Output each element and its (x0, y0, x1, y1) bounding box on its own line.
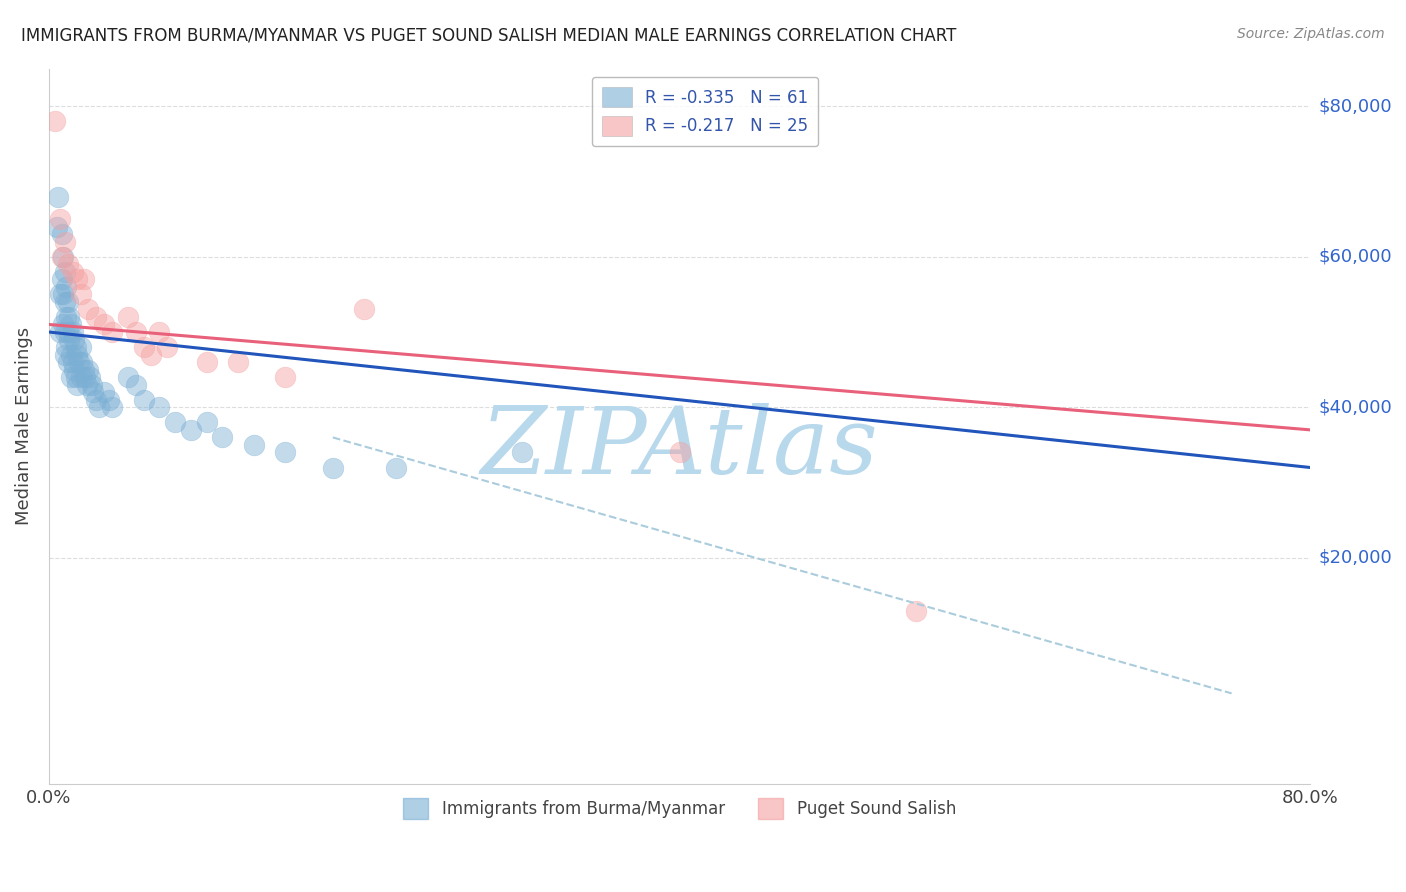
Point (101, 325, 124, 339)
Legend: Immigrants from Burma/Myanmar, Puget Sound Salish: Immigrants from Burma/Myanmar, Puget Sou… (396, 792, 963, 825)
Point (60, 348, 83, 362)
Point (243, 438, 266, 452)
Point (125, 325, 148, 339)
Point (180, 423, 202, 437)
Point (93, 385, 115, 400)
Point (55, 280, 77, 294)
Point (226, 355, 249, 369)
Point (55, 310, 77, 324)
Point (66, 377, 89, 392)
Point (67, 355, 90, 369)
Point (45, 219, 67, 234)
Point (75, 370, 97, 384)
Point (69, 370, 91, 384)
Point (274, 370, 297, 384)
Point (63, 333, 86, 347)
Point (322, 460, 344, 475)
Point (274, 445, 297, 459)
Point (77, 362, 100, 376)
Point (165, 416, 187, 430)
Point (125, 377, 148, 392)
Point (52, 318, 75, 332)
Point (84, 392, 107, 407)
Point (148, 401, 170, 415)
Point (44, 114, 66, 128)
Point (49, 212, 72, 227)
Point (53, 325, 76, 339)
Point (55, 340, 77, 354)
Point (62, 265, 84, 279)
Text: ZIPAtlas: ZIPAtlas (481, 402, 879, 492)
Point (101, 401, 124, 415)
Point (53, 235, 76, 249)
Point (58, 333, 80, 347)
Point (89, 401, 111, 415)
Point (117, 310, 139, 324)
Point (53, 294, 76, 309)
Point (73, 362, 96, 376)
Point (211, 430, 233, 444)
Point (52, 287, 75, 301)
Point (117, 370, 139, 384)
Point (53, 265, 76, 279)
Point (56, 325, 79, 339)
Point (60, 370, 83, 384)
Point (905, 604, 928, 618)
Point (79, 370, 101, 384)
Point (65, 340, 87, 354)
Text: $60,000: $60,000 (1319, 248, 1392, 266)
Point (51, 250, 73, 264)
Text: $20,000: $20,000 (1319, 549, 1392, 567)
Point (148, 325, 170, 339)
Point (132, 392, 155, 407)
Text: $80,000: $80,000 (1319, 97, 1392, 115)
Point (97, 392, 120, 407)
Point (353, 302, 375, 317)
Point (70, 355, 93, 369)
Y-axis label: Median Male Earnings: Median Male Earnings (15, 327, 32, 525)
Point (53, 348, 76, 362)
Point (65, 370, 87, 384)
Point (66, 348, 89, 362)
Point (668, 445, 690, 459)
Point (156, 340, 179, 354)
Point (62, 325, 84, 339)
Text: IMMIGRANTS FROM BURMA/MYANMAR VS PUGET SOUND SALISH MEDIAN MALE EARNINGS CORRELA: IMMIGRANTS FROM BURMA/MYANMAR VS PUGET S… (21, 27, 956, 45)
Point (48, 189, 70, 203)
Point (195, 355, 218, 369)
Point (510, 445, 533, 459)
Point (195, 416, 218, 430)
Point (51, 227, 73, 241)
Point (385, 460, 408, 475)
Point (66, 272, 89, 286)
Point (56, 257, 79, 271)
Point (52, 250, 75, 264)
Point (77, 302, 100, 317)
Point (62, 355, 84, 369)
Point (56, 294, 79, 309)
Text: Source: ZipAtlas.com: Source: ZipAtlas.com (1237, 27, 1385, 41)
Point (51, 272, 73, 286)
Point (73, 272, 96, 286)
Text: $40,000: $40,000 (1319, 399, 1392, 417)
Point (76, 377, 98, 392)
Point (69, 340, 91, 354)
Point (58, 310, 80, 324)
Point (49, 287, 72, 301)
Point (69, 287, 91, 301)
Point (60, 318, 83, 332)
Point (63, 362, 86, 376)
Point (80, 377, 103, 392)
Point (49, 325, 72, 339)
Point (93, 318, 115, 332)
Point (84, 310, 107, 324)
Point (56, 355, 79, 369)
Point (82, 385, 104, 400)
Point (141, 348, 163, 362)
Point (132, 340, 155, 354)
